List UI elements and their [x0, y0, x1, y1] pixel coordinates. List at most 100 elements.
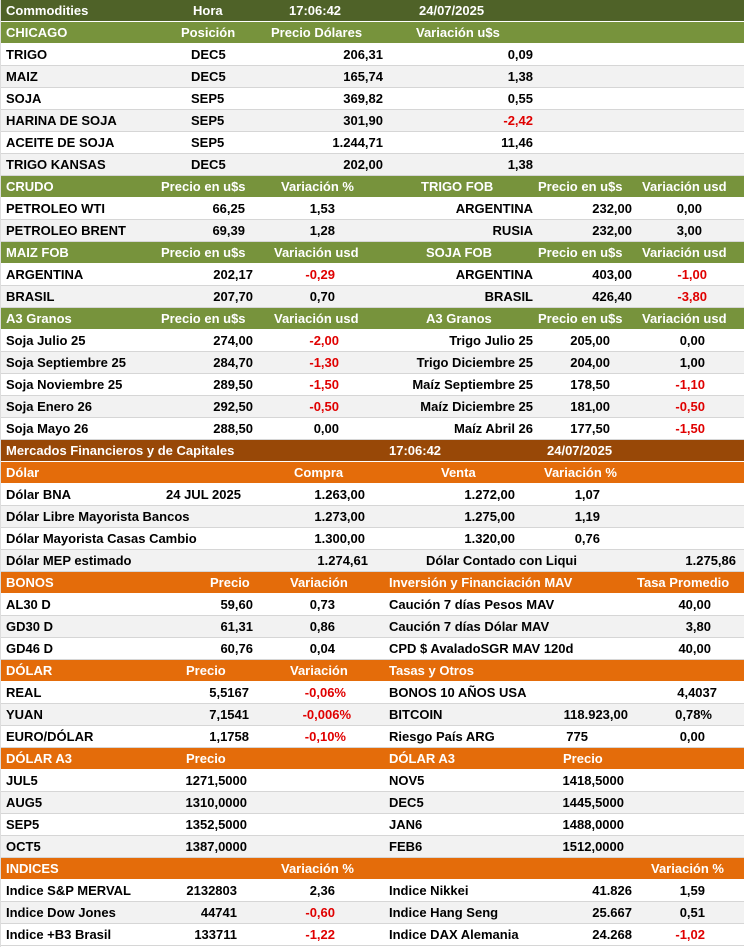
contract: FEB6 — [389, 839, 423, 854]
buy: 1.263,00 — [314, 487, 365, 502]
col-header: Variación usd — [274, 245, 359, 260]
indices-row: Indice S&P MERVAL 2132803 2,36 Indice Ni… — [1, 880, 744, 902]
price: 7,1541 — [209, 707, 249, 722]
change: 0,78% — [675, 707, 712, 722]
col-header: INDICES — [6, 861, 59, 876]
sheet-title: Commodities — [6, 3, 89, 18]
chicago-header: CHICAGO Posición Precio Dólares Variació… — [1, 22, 744, 44]
value: 25.667 — [592, 905, 632, 920]
contract: OCT5 — [6, 839, 41, 854]
dolar-a3-row: SEP5 1352,5000 JAN6 1488,0000 — [1, 814, 744, 836]
change: 0,76 — [574, 531, 600, 546]
fob-row: ARGENTINA 202,17 -0,29 ARGENTINA 403,00 … — [1, 264, 744, 286]
date-value: 24/07/2025 — [419, 3, 485, 18]
section-title: Mercados Financieros y de Capitales — [6, 443, 235, 458]
change: 0,73 — [309, 597, 335, 612]
price: 284,70 — [213, 355, 253, 370]
change: 11,46 — [501, 135, 533, 150]
change: -1,50 — [675, 421, 705, 436]
label: Soja Noviembre 25 — [6, 377, 123, 392]
price: 274,00 — [213, 333, 253, 348]
change: 1,28 — [309, 223, 335, 238]
label: BITCOIN — [389, 707, 443, 722]
price: 1418,5000 — [562, 773, 624, 788]
chicago-row: SOJA SEP5 369,82 0,55 — [1, 88, 744, 110]
col-header: Tasas y Otros — [389, 663, 475, 678]
change: 0,04 — [309, 641, 335, 656]
price: 181,00 — [570, 399, 610, 414]
rate: 3,80 — [685, 619, 711, 634]
commodity-name: SOJA — [6, 91, 42, 106]
dolar2-row: REAL 5,5167 -0,06% BONOS 10 AÑOS USA 4,4… — [1, 682, 744, 704]
label: GD46 D — [6, 641, 53, 656]
contract: SEP5 — [6, 817, 40, 832]
col-header: Precio — [563, 751, 603, 766]
col-header: Precio — [186, 663, 226, 678]
col-header: DÓLAR A3 — [389, 751, 455, 766]
price: 177,50 — [570, 421, 610, 436]
col-header: SOJA FOB — [426, 245, 492, 260]
crudo-row: PETROLEO WTI 66,25 1,53 ARGENTINA 232,00… — [1, 198, 744, 220]
change: 0,86 — [309, 619, 335, 634]
label: BRASIL — [6, 289, 55, 304]
indices-row: Indice +B3 Brasil 133711 -1,22 Indice DA… — [1, 924, 744, 946]
price: 207,70 — [213, 289, 253, 304]
label: Dólar Libre Mayorista Bancos — [6, 509, 190, 524]
col-header: Posición — [181, 25, 236, 40]
col-header: CHICAGO — [6, 25, 68, 40]
dolar-a3-header: DÓLAR A3 Precio DÓLAR A3 Precio — [1, 748, 744, 770]
sell: 1.272,00 — [464, 487, 515, 502]
chicago-row: HARINA DE SOJA SEP5 301,90 -2,42 — [1, 110, 744, 132]
label: Dólar Contado con Liqui — [426, 553, 577, 568]
dolar-row: Dólar Libre Mayorista Bancos 1.273,00 1.… — [1, 506, 744, 528]
dolar-row: Dólar BNA 24 JUL 2025 1.263,00 1.272,00 … — [1, 484, 744, 506]
bonos-row: AL30 D 59,60 0,73 Caución 7 días Pesos M… — [1, 594, 744, 616]
time-label: Hora — [193, 3, 223, 18]
col-header: CRUDO — [6, 179, 54, 194]
commodity-name: TRIGO — [6, 47, 48, 62]
indices-row: Indice Dow Jones 44741 -0,60 Indice Hang… — [1, 902, 744, 924]
change: 1,59 — [679, 883, 705, 898]
col-header: TRIGO FOB — [421, 179, 494, 194]
label: Dólar Mayorista Casas Cambio — [6, 531, 197, 546]
col-header: Variación usd — [642, 311, 727, 326]
label: Dólar MEP estimado — [6, 553, 132, 568]
change: 0,00 — [679, 333, 705, 348]
contract: JUL5 — [6, 773, 38, 788]
change: 0,70 — [309, 289, 335, 304]
rate: 40,00 — [678, 597, 711, 612]
col-header: Precio en u$s — [538, 311, 623, 326]
label: PETROLEO BRENT — [6, 223, 126, 238]
price: 301,90 — [343, 113, 383, 128]
col-header: DÓLAR A3 — [6, 751, 72, 766]
sell: 1.320,00 — [464, 531, 515, 546]
price: 60,76 — [220, 641, 253, 656]
chicago-row: TRIGO KANSAS DEC5 202,00 1,38 — [1, 154, 744, 176]
col-header: Variación % — [544, 465, 617, 480]
label: YUAN — [6, 707, 43, 722]
price: 292,50 — [213, 399, 253, 414]
change: 1,53 — [309, 201, 335, 216]
col-header: A3 Granos — [6, 311, 72, 326]
price: 165,74 — [343, 69, 383, 84]
change: -0,29 — [305, 267, 335, 282]
contract: NOV5 — [389, 773, 425, 788]
price: 1,1758 — [209, 729, 249, 744]
change: -0,50 — [309, 399, 339, 414]
change: 3,00 — [676, 223, 702, 238]
col-header: Dólar — [6, 465, 40, 480]
price: 289,50 — [213, 377, 253, 392]
chicago-row: ACEITE DE SOJA SEP5 1.244,71 11,46 — [1, 132, 744, 154]
price: 1271,5000 — [185, 773, 247, 788]
change: -1,30 — [309, 355, 339, 370]
commodity-name: TRIGO KANSAS — [6, 157, 106, 172]
dolar-row: Dólar Mayorista Casas Cambio 1.300,00 1.… — [1, 528, 744, 550]
label: Caución 7 días Pesos MAV — [389, 597, 555, 612]
col-header: A3 Granos — [426, 311, 492, 326]
a3-granos-row: Soja Mayo 26 288,50 0,00 Maíz Abril 26 1… — [1, 418, 744, 440]
col-header: Precio en u$s — [161, 311, 246, 326]
label: Caución 7 días Dólar MAV — [389, 619, 550, 634]
change: 0,00 — [676, 201, 702, 216]
dolar-a3-row: JUL5 1271,5000 NOV5 1418,5000 — [1, 770, 744, 792]
